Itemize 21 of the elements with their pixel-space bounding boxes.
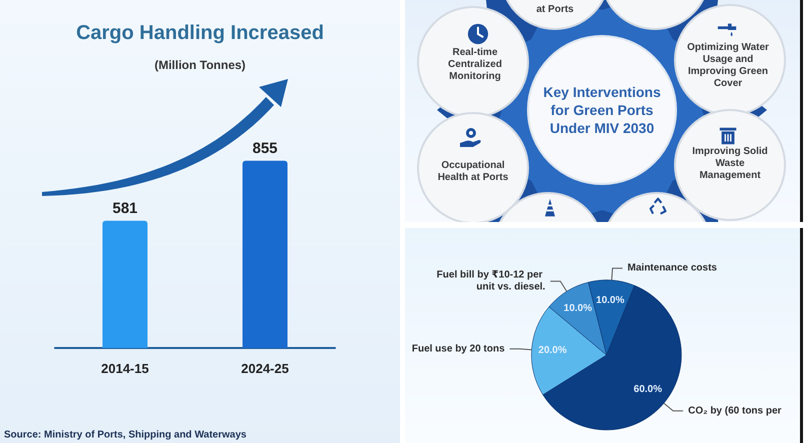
chart-title: Cargo Handling Increased (76, 22, 324, 44)
text: Occupational Health at Ports (436, 160, 510, 184)
text: Real-time Centralized Monitoring (447, 47, 503, 83)
data-label: 855 (252, 140, 278, 157)
data-label: 10.0% (596, 295, 624, 308)
text: Key Interventions for Green Ports Under MIV 2030 (542, 83, 662, 137)
x-tick-label: 2014-15 (101, 361, 149, 376)
chart-subtitle: (Million Tonnes) (154, 58, 246, 72)
slice-label: Fuel bill by ₹10-12 per unit vs. diesel. (436, 270, 546, 293)
data-label: 581 (112, 200, 138, 217)
data-label: 10.0% (564, 303, 592, 316)
slice-label: Fuel use by 20 tons (412, 343, 506, 354)
text: Optimizing Water Usage and Improving Green Cover (686, 42, 770, 90)
text: at Ports (535, 4, 575, 16)
source-note: Source: Ministry of Ports, Shipping and Waterways (4, 430, 247, 440)
data-label: 60.0% (634, 384, 662, 396)
text: Improving Solid Waste Management (691, 146, 769, 182)
data-label: 20.0% (538, 345, 567, 358)
slice-label: Maintenance costs (628, 262, 718, 274)
x-tick-label: 2024-25 (241, 361, 289, 376)
slice-label: CO₂ by (60 tons per (688, 405, 782, 416)
